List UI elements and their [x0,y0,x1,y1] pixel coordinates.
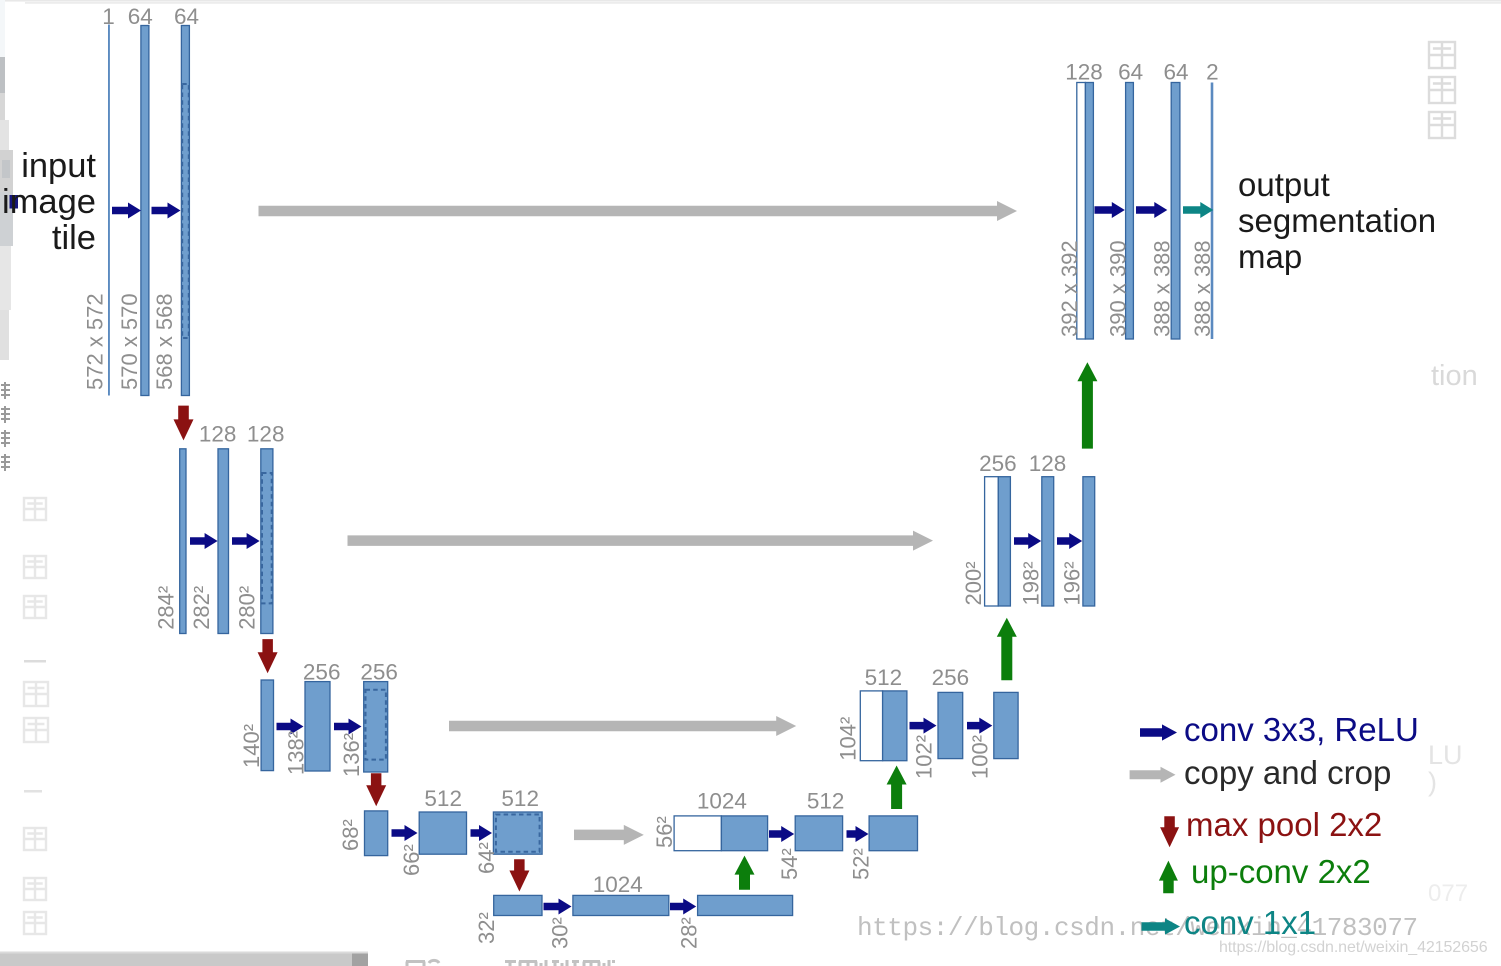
svg-text:256: 256 [360,660,398,685]
svg-text:392 x 392: 392 x 392 [1057,240,1082,337]
svg-text:100²: 100² [968,735,993,779]
svg-text:390 x 390: 390 x 390 [1106,240,1131,337]
svg-text:077: 077 [1428,880,1468,907]
svg-text:1024: 1024 [697,789,747,814]
svg-text:282²: 282² [189,586,214,630]
svg-text:388 x 388: 388 x 388 [1190,240,1215,337]
svg-text:tion: tion [1431,360,1478,392]
svg-text:512: 512 [865,665,903,690]
svg-text:570 x 570: 570 x 570 [117,293,142,390]
svg-text:28²: 28² [677,917,702,949]
svg-text:196²: 196² [1059,561,1084,605]
svg-text:64: 64 [128,4,153,29]
svg-text:200²: 200² [961,561,986,605]
svg-text:388 x 388: 388 x 388 [1149,240,1174,337]
svg-text:572 x 572: 572 x 572 [82,293,107,390]
svg-text:284²: 284² [154,586,179,630]
svg-text:512: 512 [424,786,462,811]
svg-text:64²: 64² [474,842,499,874]
svg-text:104²: 104² [836,717,861,761]
svg-text:52²: 52² [849,848,874,880]
svg-text:2: 2 [1206,60,1219,85]
svg-text:140²: 140² [239,724,264,768]
svg-text:256: 256 [303,660,341,685]
svg-text:LU: LU [1428,740,1463,770]
svg-text:128: 128 [1029,451,1067,476]
svg-text:256: 256 [979,451,1017,476]
svg-text:128: 128 [199,421,237,446]
svg-text:56²: 56² [652,816,677,848]
svg-text:54²: 54² [777,848,802,880]
svg-text:128: 128 [247,421,285,446]
svg-text:): ) [1428,767,1437,797]
svg-text:68²: 68² [338,819,363,851]
svg-text:1: 1 [102,4,115,29]
svg-text:64: 64 [1163,60,1188,85]
svg-text:32²: 32² [474,912,499,944]
svg-text:568 x 568: 568 x 568 [152,293,177,390]
svg-text:280²: 280² [234,586,259,630]
svg-text:1024: 1024 [593,872,643,897]
svg-text:66²: 66² [399,844,424,876]
svg-text:198²: 198² [1018,561,1043,605]
svg-text:64: 64 [174,4,199,29]
svg-text:128: 128 [1065,60,1103,85]
svg-text:256: 256 [932,665,970,690]
svg-text:512: 512 [807,789,845,814]
svg-text:30²: 30² [548,917,573,949]
svg-text:136²: 136² [339,733,364,777]
svg-text:64: 64 [1118,60,1143,85]
svg-text:138²: 138² [283,731,308,775]
svg-text:512: 512 [501,786,539,811]
svg-text:102²: 102² [912,735,937,779]
